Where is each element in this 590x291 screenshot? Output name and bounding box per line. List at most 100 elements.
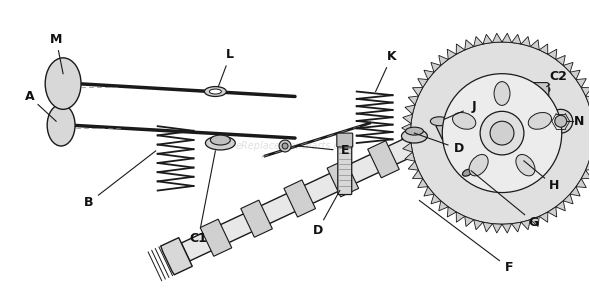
Polygon shape: [539, 44, 548, 54]
Polygon shape: [576, 79, 586, 88]
Polygon shape: [431, 194, 441, 204]
Ellipse shape: [494, 81, 510, 105]
FancyBboxPatch shape: [337, 133, 353, 147]
Polygon shape: [512, 34, 521, 44]
Ellipse shape: [402, 129, 427, 143]
Polygon shape: [412, 88, 422, 96]
Ellipse shape: [45, 58, 81, 109]
Ellipse shape: [204, 86, 227, 97]
Circle shape: [480, 111, 524, 155]
Text: E: E: [340, 144, 349, 157]
Circle shape: [282, 143, 288, 149]
Polygon shape: [556, 55, 565, 65]
Ellipse shape: [47, 104, 75, 146]
Circle shape: [411, 42, 590, 224]
Polygon shape: [402, 133, 411, 143]
Polygon shape: [521, 220, 530, 230]
Polygon shape: [424, 187, 434, 196]
Polygon shape: [576, 179, 586, 188]
Polygon shape: [563, 62, 573, 72]
Polygon shape: [581, 88, 590, 96]
Polygon shape: [436, 116, 465, 140]
Polygon shape: [456, 212, 465, 222]
Text: D: D: [454, 143, 464, 155]
Polygon shape: [530, 40, 539, 50]
Polygon shape: [447, 207, 456, 217]
Text: A: A: [24, 90, 34, 103]
FancyBboxPatch shape: [529, 83, 549, 100]
FancyBboxPatch shape: [338, 137, 352, 194]
Circle shape: [490, 121, 514, 145]
Ellipse shape: [463, 169, 472, 176]
Circle shape: [279, 140, 291, 152]
Text: F: F: [504, 261, 513, 274]
Text: N: N: [573, 115, 584, 128]
Polygon shape: [548, 207, 557, 217]
Text: G: G: [529, 216, 539, 229]
Text: K: K: [386, 50, 396, 63]
Polygon shape: [181, 124, 444, 261]
Polygon shape: [483, 222, 493, 232]
Polygon shape: [439, 201, 448, 211]
Polygon shape: [431, 62, 441, 72]
Text: C2: C2: [550, 70, 568, 83]
Ellipse shape: [453, 113, 476, 129]
Polygon shape: [439, 55, 448, 65]
Polygon shape: [563, 194, 573, 204]
Polygon shape: [570, 70, 580, 79]
Polygon shape: [589, 105, 590, 114]
Polygon shape: [160, 238, 192, 275]
Polygon shape: [284, 180, 316, 217]
Polygon shape: [586, 161, 590, 170]
Polygon shape: [368, 141, 399, 178]
Ellipse shape: [469, 155, 488, 176]
Circle shape: [555, 115, 567, 127]
Polygon shape: [548, 49, 557, 59]
Polygon shape: [521, 36, 530, 47]
Polygon shape: [474, 220, 483, 230]
Polygon shape: [539, 212, 548, 222]
Polygon shape: [570, 187, 580, 196]
Ellipse shape: [430, 117, 448, 126]
Text: B: B: [84, 196, 94, 209]
Polygon shape: [502, 224, 512, 233]
Text: M: M: [50, 33, 63, 45]
Polygon shape: [512, 222, 521, 232]
Ellipse shape: [211, 135, 230, 145]
Polygon shape: [408, 161, 418, 170]
Polygon shape: [418, 179, 428, 188]
Polygon shape: [403, 114, 412, 124]
Text: J: J: [472, 100, 477, 113]
Ellipse shape: [205, 136, 235, 150]
Text: eReplacementParts.com: eReplacementParts.com: [235, 141, 355, 151]
Polygon shape: [418, 79, 428, 88]
Polygon shape: [405, 105, 415, 114]
Polygon shape: [424, 70, 434, 79]
Polygon shape: [402, 124, 411, 133]
Text: C1: C1: [189, 232, 208, 245]
Ellipse shape: [528, 113, 552, 129]
Polygon shape: [502, 33, 512, 42]
Polygon shape: [465, 217, 474, 226]
Polygon shape: [493, 33, 502, 42]
Polygon shape: [405, 152, 415, 161]
Polygon shape: [447, 49, 456, 59]
Polygon shape: [459, 109, 474, 130]
Polygon shape: [456, 44, 465, 54]
Circle shape: [442, 74, 562, 193]
Text: H: H: [549, 179, 559, 192]
Ellipse shape: [528, 85, 550, 95]
Polygon shape: [556, 201, 565, 211]
Circle shape: [549, 109, 573, 133]
Polygon shape: [483, 34, 493, 44]
Ellipse shape: [516, 155, 535, 176]
Polygon shape: [581, 170, 590, 179]
Polygon shape: [586, 96, 590, 105]
Polygon shape: [474, 36, 483, 47]
Text: D: D: [313, 224, 323, 237]
Polygon shape: [241, 200, 273, 237]
Polygon shape: [408, 96, 418, 105]
Ellipse shape: [209, 89, 221, 94]
Polygon shape: [465, 40, 474, 50]
Ellipse shape: [405, 127, 424, 135]
